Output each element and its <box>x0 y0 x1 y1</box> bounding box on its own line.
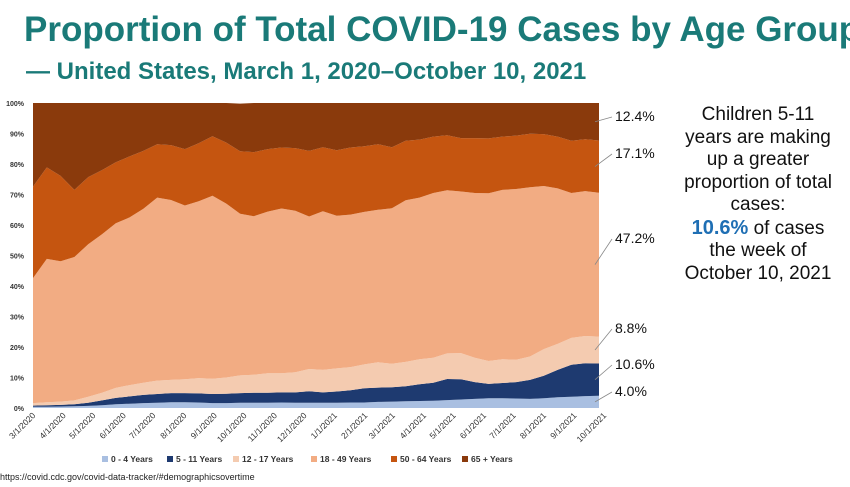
x-tick-label: 10/1/2020 <box>215 410 249 444</box>
callout-line: proportion of total <box>684 171 832 193</box>
y-tick-label: 20% <box>10 345 25 352</box>
area-series-65-years <box>33 103 599 190</box>
area-series-12-17-years <box>33 336 599 406</box>
y-tick-label: 80% <box>10 162 25 169</box>
x-tick-label: 8/1/2020 <box>158 410 189 441</box>
source-url: https://covid.cdc.gov/covid-data-tracker… <box>0 472 255 482</box>
y-tick-label: 60% <box>10 223 25 230</box>
callout-line: Children 5-11 <box>701 104 815 125</box>
y-tick-label: 0% <box>14 406 25 413</box>
callout-line: the week of <box>709 240 807 261</box>
x-tick-label: 10/1/2021 <box>574 410 608 444</box>
callout-line: years are making <box>685 126 831 148</box>
y-tick-label: 90% <box>10 132 25 139</box>
callout-line: cases: <box>730 194 786 215</box>
callout-line: up a greater <box>706 149 810 170</box>
legend-label: 65 + Years <box>471 454 513 464</box>
callout-line: October 10, 2021 <box>684 262 832 284</box>
y-tick-label: 70% <box>10 193 25 200</box>
x-tick-label: 11/1/2020 <box>246 410 280 444</box>
leader-line <box>594 391 613 403</box>
end-value-label: 12.4% <box>615 108 655 124</box>
legend-swatch <box>311 456 317 462</box>
end-value-label: 4.0% <box>615 383 647 399</box>
x-tick-label: 4/1/2021 <box>398 410 429 441</box>
legend-swatch <box>391 456 397 462</box>
x-tick-label: 12/1/2020 <box>275 410 309 444</box>
x-tick-label: 7/1/2021 <box>487 410 518 441</box>
chart-subtitle: — United States, March 1, 2020–October 1… <box>26 58 587 85</box>
leader-line <box>594 238 613 265</box>
legend-label: 18 - 49 Years <box>320 454 372 464</box>
end-value-label: 47.2% <box>615 230 655 246</box>
legend-swatch <box>462 456 468 462</box>
area-series-18-49-years <box>33 186 599 404</box>
x-tick-label: 4/1/2020 <box>37 410 68 441</box>
legend-swatch <box>233 456 239 462</box>
area-series-0-4-years <box>33 395 599 408</box>
y-tick-label: 10% <box>10 376 25 383</box>
chart-title: Proportion of Total COVID-19 Cases by Ag… <box>24 10 850 49</box>
x-tick-label: 3/1/2021 <box>367 410 398 441</box>
x-tick-label: 1/1/2021 <box>309 410 340 441</box>
x-tick-label: 3/1/2020 <box>7 410 38 441</box>
legend-swatch <box>167 456 173 462</box>
y-tick-label: 50% <box>10 254 25 261</box>
callout-highlight-value: 10.6% <box>691 216 749 239</box>
legend-label: 0 - 4 Years <box>111 454 153 464</box>
x-tick-label: 2/1/2021 <box>339 410 370 441</box>
callout-line: 10.6% of cases <box>672 217 844 241</box>
leader-line <box>594 364 613 380</box>
x-tick-label: 8/1/2021 <box>518 410 549 441</box>
legend-label: 12 - 17 Years <box>242 454 294 464</box>
area-series-5-11-years <box>33 363 599 407</box>
x-tick-label: 5/1/2020 <box>67 410 98 441</box>
callout-box: Children 5-11 years are making up a grea… <box>672 104 844 285</box>
x-tick-label: 6/1/2021 <box>458 410 489 441</box>
y-tick-label: 40% <box>10 284 25 291</box>
legend-swatch <box>102 456 108 462</box>
callout-line-rest: of cases <box>748 217 825 239</box>
end-value-label: 8.8% <box>615 320 647 336</box>
x-tick-label: 7/1/2020 <box>127 410 158 441</box>
y-tick-label: 30% <box>10 315 25 322</box>
leader-line <box>594 328 613 351</box>
leader-line <box>594 116 613 123</box>
x-tick-label: 6/1/2020 <box>97 410 128 441</box>
leader-line <box>594 153 613 167</box>
end-value-label: 10.6% <box>615 356 655 372</box>
legend-label: 50 - 64 Years <box>400 454 452 464</box>
area-series-50-64-years <box>33 133 599 279</box>
y-tick-label: 100% <box>6 101 25 108</box>
x-tick-label: 5/1/2021 <box>427 410 458 441</box>
end-value-label: 17.1% <box>615 145 655 161</box>
legend-label: 5 - 11 Years <box>176 454 222 464</box>
